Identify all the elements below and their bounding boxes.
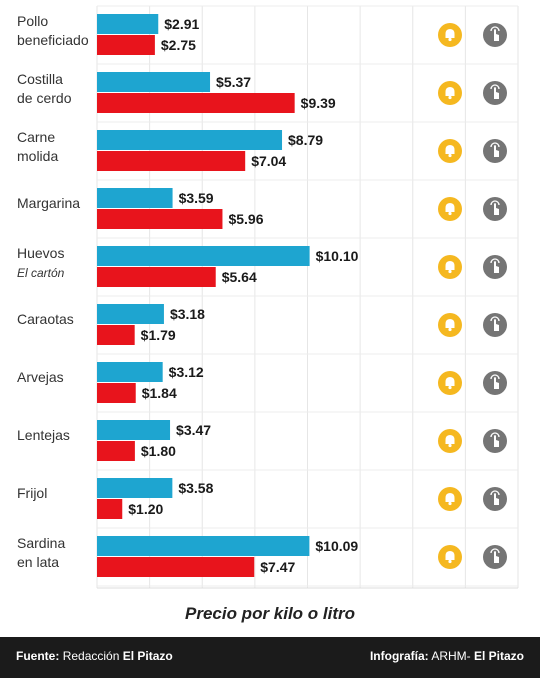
- tap-icon[interactable]: [483, 23, 507, 47]
- tap-icon[interactable]: [483, 81, 507, 105]
- bar: [97, 420, 171, 440]
- value-label: $3.47: [176, 422, 211, 438]
- value-label: $7.04: [251, 153, 286, 169]
- tap-icon[interactable]: [483, 429, 507, 453]
- value-label: $10.09: [315, 538, 358, 554]
- footer-source-label: Fuente:: [16, 649, 60, 663]
- bell-icon[interactable]: [438, 81, 462, 105]
- bar: [97, 72, 211, 92]
- value-label: $9.39: [301, 95, 336, 111]
- category-label: en lata: [17, 554, 59, 570]
- value-label: $5.37: [216, 74, 251, 90]
- category-label: Caraotas: [17, 311, 74, 327]
- value-label: $2.91: [164, 16, 199, 32]
- category-label: Frijol: [17, 485, 47, 501]
- category-label: molida: [17, 148, 58, 164]
- bar: [97, 499, 123, 519]
- bell-icon[interactable]: [438, 313, 462, 337]
- bell-icon[interactable]: [438, 429, 462, 453]
- bar: [97, 304, 164, 324]
- bar: [97, 362, 163, 382]
- category-label: Huevos: [17, 245, 64, 261]
- value-label: $8.79: [288, 132, 323, 148]
- value-label: $1.79: [141, 327, 176, 343]
- bell-icon[interactable]: [438, 139, 462, 163]
- value-label: $3.18: [170, 306, 205, 322]
- bar: [97, 478, 173, 498]
- category-label: Lentejas: [17, 427, 70, 443]
- tap-icon[interactable]: [483, 545, 507, 569]
- value-label: $7.47: [260, 559, 295, 575]
- category-label: beneficiado: [17, 32, 89, 48]
- tap-icon[interactable]: [483, 371, 507, 395]
- tap-icon[interactable]: [483, 139, 507, 163]
- bar: [97, 209, 223, 229]
- footer-credit-brand: El Pitazo: [473, 649, 524, 663]
- category-label: El cartón: [17, 266, 65, 280]
- bar: [97, 246, 310, 266]
- category-label: de cerdo: [17, 90, 72, 106]
- bell-icon[interactable]: [438, 371, 462, 395]
- footer-credit: Infografía: ARHM- El Pitazo: [370, 649, 524, 663]
- bar: [97, 325, 135, 345]
- category-label: Carne: [17, 129, 55, 145]
- bell-icon[interactable]: [438, 197, 462, 221]
- bar: [97, 267, 216, 287]
- footer-credit-text: ARHM-: [431, 649, 471, 663]
- footer-source-brand: El Pitazo: [122, 649, 173, 663]
- footer-bar: Fuente: Redacción El Pitazo Infografía: …: [0, 637, 540, 678]
- value-label: $1.20: [128, 501, 163, 517]
- footer-source: Fuente: Redacción El Pitazo: [16, 649, 173, 663]
- bar: [97, 557, 255, 577]
- bar: [97, 35, 155, 55]
- value-label: $3.58: [178, 480, 213, 496]
- category-label: Margarina: [17, 195, 80, 211]
- value-label: $10.10: [316, 248, 359, 264]
- footer-source-text: Redacción: [62, 649, 120, 663]
- bar: [97, 14, 159, 34]
- bar: [97, 130, 283, 150]
- category-label: Pollo: [17, 13, 48, 29]
- bar: [97, 188, 173, 208]
- bar: [97, 536, 310, 556]
- tap-icon[interactable]: [483, 487, 507, 511]
- value-label: $3.12: [169, 364, 204, 380]
- bell-icon[interactable]: [438, 255, 462, 279]
- x-axis-title: Precio por kilo o litro: [184, 604, 356, 623]
- category-label: Costilla: [17, 71, 63, 87]
- bar: [97, 383, 136, 403]
- category-label: Arvejas: [17, 369, 64, 385]
- bell-icon[interactable]: [438, 545, 462, 569]
- footer-credit-label: Infografía:: [369, 649, 429, 663]
- value-label: $1.84: [142, 385, 177, 401]
- value-label: $5.64: [222, 269, 257, 285]
- tap-icon[interactable]: [483, 255, 507, 279]
- value-label: $5.96: [228, 211, 263, 227]
- category-label: Sardina: [17, 535, 65, 551]
- tap-icon[interactable]: [483, 197, 507, 221]
- bell-icon[interactable]: [438, 23, 462, 47]
- bar: [97, 441, 135, 461]
- bar: [97, 93, 295, 113]
- bar: [97, 151, 246, 171]
- value-label: $1.80: [141, 443, 176, 459]
- bell-icon[interactable]: [438, 487, 462, 511]
- bar-chart: Pollo beneficiado $2.91 $2.75 Costilla de cer…: [17, 5, 519, 589]
- tap-icon[interactable]: [483, 313, 507, 337]
- value-label: $3.59: [179, 190, 214, 206]
- value-label: $2.75: [161, 37, 196, 53]
